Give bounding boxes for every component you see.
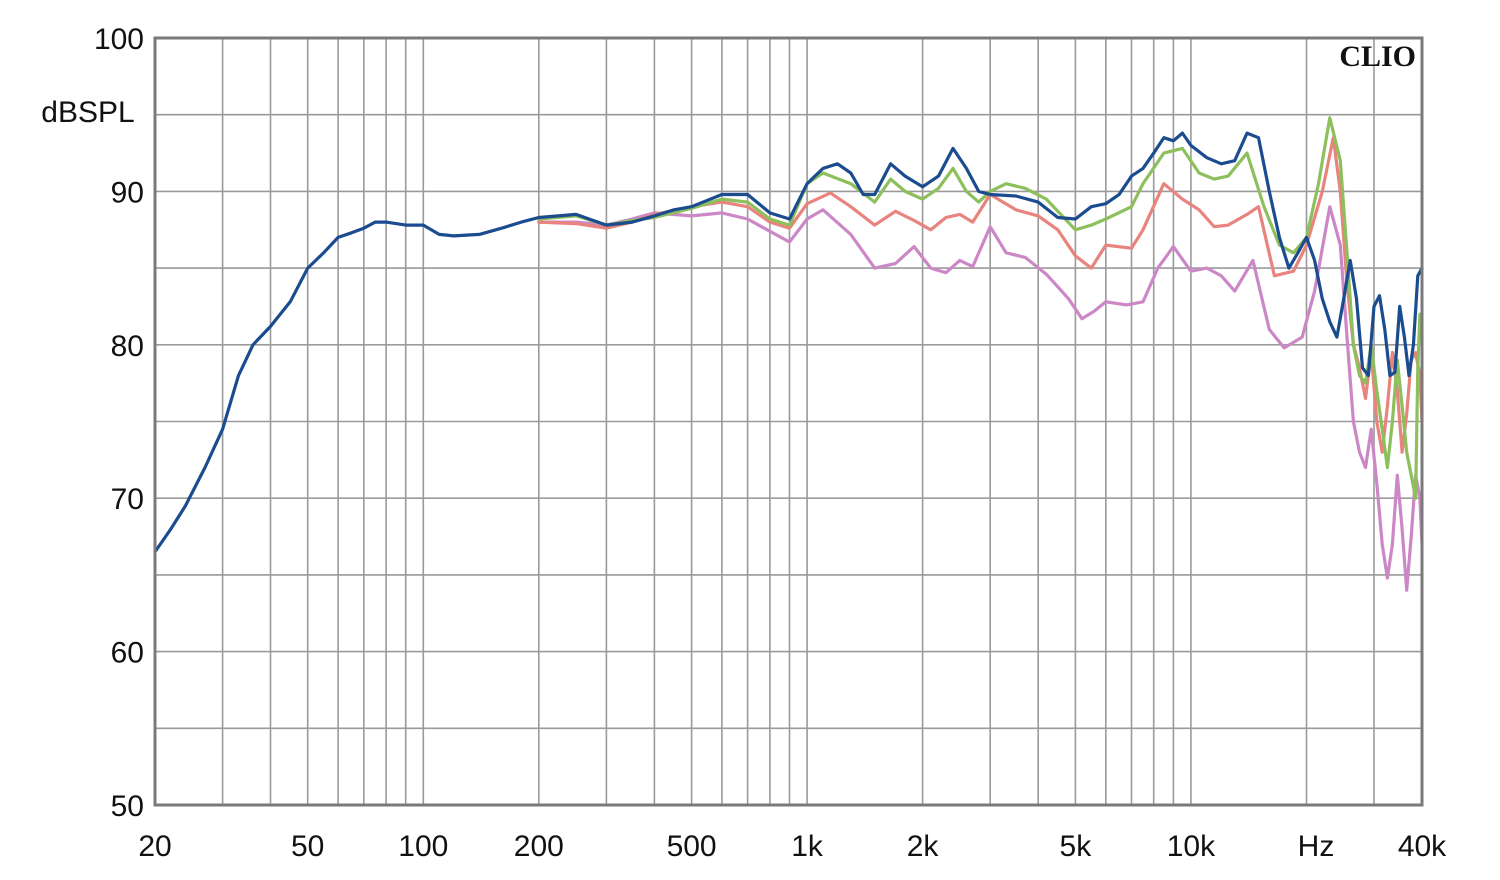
x-tick-labels: 20 50 100 200 500 1k 2k 5k 10k 40k xyxy=(138,830,1447,863)
x-tick-label: 50 xyxy=(291,830,324,863)
x-tick-label: 100 xyxy=(398,830,448,863)
grid-layer xyxy=(155,38,1422,805)
x-tick-label: 500 xyxy=(667,830,717,863)
y-tick-label: 90 xyxy=(111,176,144,209)
x-tick-label: 40k xyxy=(1398,830,1447,863)
y-tick-label: 60 xyxy=(111,637,144,670)
x-tick-label: 1k xyxy=(791,830,824,863)
clio-brand-label: CLIO xyxy=(1339,40,1416,73)
y-tick-label: 80 xyxy=(111,330,144,363)
x-tick-label: 5k xyxy=(1060,830,1093,863)
y-axis-label: dBSPL xyxy=(41,96,134,129)
x-tick-label: 200 xyxy=(514,830,564,863)
y-tick-labels: 50 60 70 80 90 100 xyxy=(94,23,144,823)
y-tick-label: 100 xyxy=(94,23,144,56)
y-tick-label: 50 xyxy=(111,790,144,823)
curve-layer xyxy=(153,116,1424,592)
response-curve-2 xyxy=(537,136,1424,454)
x-tick-label: 2k xyxy=(907,830,940,863)
x-tick-label: 20 xyxy=(138,830,171,863)
response-curve-3 xyxy=(537,116,1424,500)
response-curve-1 xyxy=(537,205,1424,592)
y-tick-label: 70 xyxy=(111,483,144,516)
response-curve-4 xyxy=(153,131,1424,554)
plot-frame xyxy=(153,36,1424,807)
x-tick-label: 10k xyxy=(1167,830,1216,863)
x-axis-label: Hz xyxy=(1298,830,1335,863)
